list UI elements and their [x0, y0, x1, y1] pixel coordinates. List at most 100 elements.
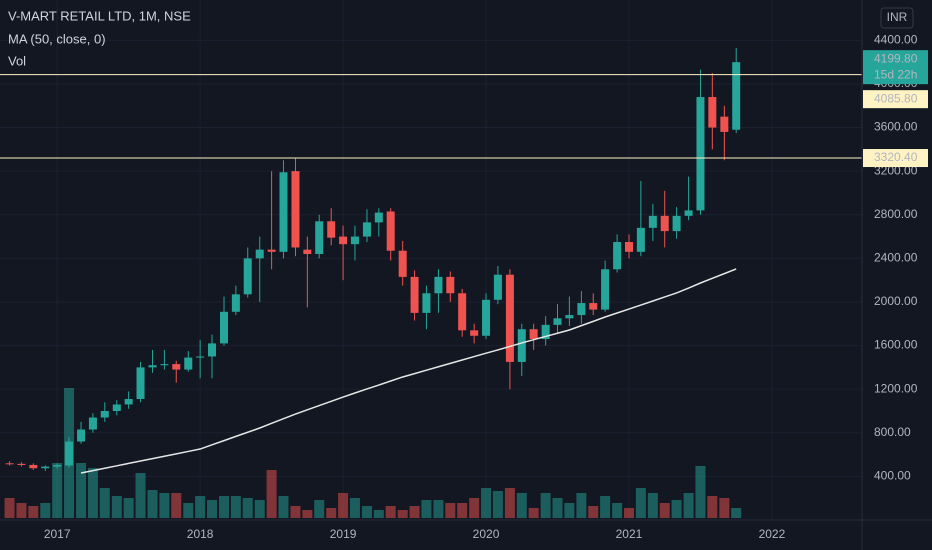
candle-body — [553, 318, 562, 325]
volume-bar — [40, 503, 51, 518]
volume-bar — [528, 508, 539, 518]
volume-bar — [385, 506, 396, 518]
volume-bar — [326, 508, 337, 518]
candle-body — [684, 210, 693, 216]
candle-body — [124, 398, 133, 405]
candle-body — [493, 274, 502, 300]
candle-body — [255, 249, 264, 259]
volume-bar — [302, 510, 313, 518]
ma-line — [80, 268, 737, 474]
volume-bar — [469, 498, 480, 518]
volume-bar — [99, 488, 110, 518]
volume-bar — [588, 506, 599, 518]
volume-bar — [576, 493, 587, 518]
volume-bar — [612, 503, 623, 518]
volume-bar — [635, 488, 646, 518]
volume-bar — [552, 498, 563, 518]
candle-body — [160, 364, 169, 366]
volume-bar — [230, 496, 241, 518]
volume-bar — [52, 463, 63, 518]
ma-legend[interactable]: MA (50, close, 0) — [8, 31, 106, 46]
candle-body — [184, 357, 193, 370]
volume-bar — [481, 488, 492, 518]
volume-bar — [87, 468, 98, 518]
volume-bar — [278, 496, 289, 518]
x-tick-label: 2019 — [330, 527, 357, 541]
candle-body — [231, 294, 240, 312]
volume-bar — [123, 498, 134, 518]
candle-body — [350, 236, 359, 245]
candle-body — [53, 464, 62, 467]
volume-bar — [623, 508, 634, 518]
candle-body — [505, 274, 514, 362]
volume-bar — [28, 506, 39, 518]
volume-bar — [421, 500, 432, 518]
candle-body — [267, 249, 276, 252]
candle-body — [589, 303, 598, 310]
candle-body — [65, 441, 74, 466]
volume-bar — [206, 500, 217, 518]
candle-body — [422, 293, 431, 313]
volume-bar — [373, 510, 384, 518]
volume-bar — [16, 503, 27, 518]
x-tick-label: 2020 — [473, 527, 500, 541]
volume-bar — [242, 498, 253, 518]
candle-body — [100, 410, 109, 418]
candle-body — [148, 365, 157, 368]
volume-bar — [409, 506, 420, 518]
candle-body — [172, 364, 181, 370]
volume-bar — [707, 496, 718, 518]
axes: 400.00 800.00 1200.00 1600.00 2000.00 2400.00… — [44, 33, 928, 541]
last-price-tag — [863, 50, 928, 85]
volume-bar — [731, 508, 742, 518]
price-tag — [863, 149, 928, 168]
volume-bar — [290, 506, 301, 518]
volume-bar — [671, 500, 682, 518]
volume-bar — [4, 498, 15, 518]
candle-body — [17, 463, 26, 465]
x-tick-label: 2022 — [759, 527, 786, 541]
volume-bar — [492, 491, 503, 518]
candle-body — [732, 62, 741, 130]
volume-bar — [254, 500, 265, 518]
candle-body — [601, 269, 610, 310]
candle-body — [482, 299, 491, 336]
candle-body — [315, 221, 324, 255]
volume-bar — [516, 493, 527, 518]
volume-bar — [433, 500, 444, 518]
candle-body — [708, 97, 717, 128]
last-price-label: 4199.80 — [874, 51, 918, 65]
x-tick-label: 2021 — [616, 527, 643, 541]
volume-bar — [349, 498, 360, 518]
candle-body — [446, 276, 455, 294]
y-tick-label: 3600.00 — [874, 120, 918, 134]
currency[interactable]: INR — [887, 10, 908, 24]
candle-body — [696, 97, 705, 211]
y-tick-label: 1600.00 — [874, 338, 918, 352]
candle-body — [220, 311, 229, 344]
candle-body — [339, 236, 348, 245]
plot — [0, 47, 862, 474]
candle-body — [207, 343, 216, 357]
currency-box[interactable] — [880, 7, 914, 29]
price-tag — [863, 90, 928, 109]
candle-body — [648, 215, 657, 228]
candle-body — [672, 215, 681, 232]
candle-body — [458, 293, 467, 331]
volume-bar — [695, 466, 706, 518]
volume-bar — [147, 490, 158, 518]
volume-bar — [195, 496, 206, 518]
chart-title: V-MART RETAIL LTD, 1M, NSE — [8, 8, 191, 23]
volume-legend[interactable]: Vol — [8, 53, 26, 68]
volume-bar — [361, 506, 372, 518]
candle-body — [41, 466, 50, 469]
volume-bar — [504, 488, 515, 518]
volume-bar — [719, 498, 730, 518]
volume-bar — [338, 493, 349, 518]
volume-bar — [219, 496, 230, 518]
candle-body — [136, 367, 145, 399]
volume-bar — [683, 493, 694, 518]
price-tag-label: 4085.80 — [874, 91, 918, 105]
candle-body — [517, 329, 526, 362]
